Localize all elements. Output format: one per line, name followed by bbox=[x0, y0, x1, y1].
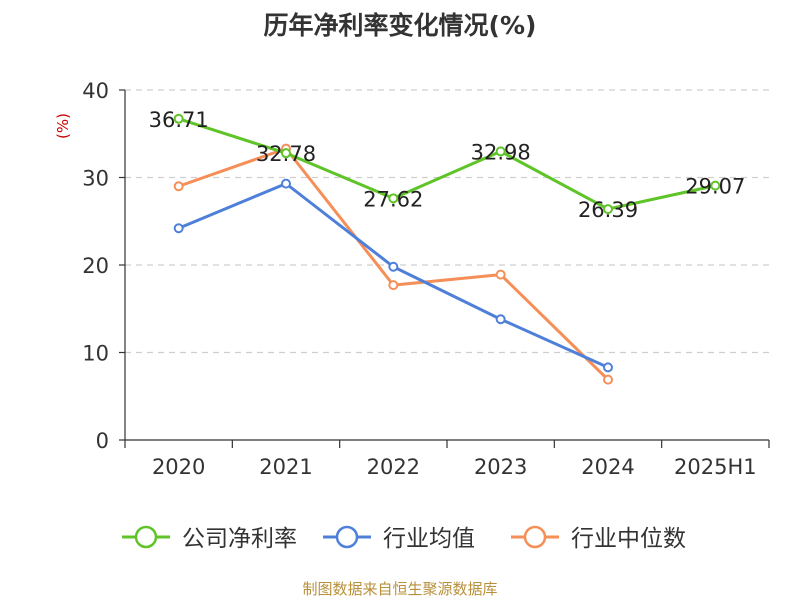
legend-item[interactable]: 行业中位数 bbox=[511, 525, 686, 552]
data-point bbox=[388, 280, 399, 291]
data-point bbox=[495, 269, 506, 280]
data-point bbox=[173, 181, 184, 192]
x-tick-label: 2025H1 bbox=[674, 455, 757, 479]
legend-label: 行业均值 bbox=[383, 526, 475, 552]
y-tick-label: 40 bbox=[82, 79, 109, 103]
data-point bbox=[281, 178, 291, 189]
data-label: 29.07 bbox=[685, 175, 745, 199]
data-point bbox=[710, 180, 721, 191]
data-point bbox=[603, 362, 613, 373]
x-tick-label: 2020 bbox=[152, 455, 205, 479]
x-tick-label: 2021 bbox=[259, 455, 312, 479]
y-tick-label: 0 bbox=[96, 429, 109, 453]
data-point bbox=[495, 146, 506, 157]
source-note: 制图数据来自恒生聚源数据库 bbox=[302, 580, 498, 598]
legend-marker bbox=[335, 525, 359, 549]
data-point bbox=[281, 148, 291, 159]
data-label: 36.71 bbox=[149, 108, 209, 132]
data-point bbox=[173, 113, 184, 124]
data-point bbox=[603, 204, 613, 215]
legend-marker bbox=[523, 525, 547, 549]
y-axis-label: (%) bbox=[54, 113, 72, 139]
data-point bbox=[388, 261, 399, 272]
legend-item[interactable]: 公司净利率 bbox=[122, 525, 297, 552]
legend-label: 公司净利率 bbox=[182, 526, 297, 552]
legend[interactable]: 公司净利率 行业均值 行业中位数 bbox=[122, 525, 686, 552]
y-tick-label: 20 bbox=[82, 254, 109, 278]
data-point bbox=[388, 193, 399, 204]
y-tick-label: 30 bbox=[82, 167, 109, 191]
data-point bbox=[173, 223, 184, 234]
x-tick-label: 2024 bbox=[581, 455, 634, 479]
series-layer bbox=[173, 113, 721, 385]
data-point bbox=[495, 314, 506, 325]
legend-label: 行业中位数 bbox=[571, 526, 686, 552]
legend-item[interactable]: 行业均值 bbox=[323, 525, 475, 552]
y-tick-label: 10 bbox=[82, 342, 109, 366]
x-tick-label: 2023 bbox=[474, 455, 527, 479]
data-label: 32.78 bbox=[256, 142, 316, 166]
series-line bbox=[178, 117, 716, 211]
data-label: 32.98 bbox=[471, 140, 531, 164]
grid-lines bbox=[125, 89, 769, 354]
data-label: 27.62 bbox=[363, 187, 423, 211]
axes: 0 10 20 30 40 2020 2021 2022 2023 2024 2025H1 (%) bbox=[54, 79, 770, 479]
legend-marker bbox=[134, 525, 158, 549]
chart-title: 历年净利率变化情况(%) bbox=[263, 11, 537, 40]
x-tick-label: 2022 bbox=[367, 455, 420, 479]
data-point bbox=[603, 374, 613, 385]
data-labels: 36.71 32.78 27.62 32.98 26.39 29.07 bbox=[149, 108, 746, 222]
data-label: 26.39 bbox=[578, 198, 638, 222]
